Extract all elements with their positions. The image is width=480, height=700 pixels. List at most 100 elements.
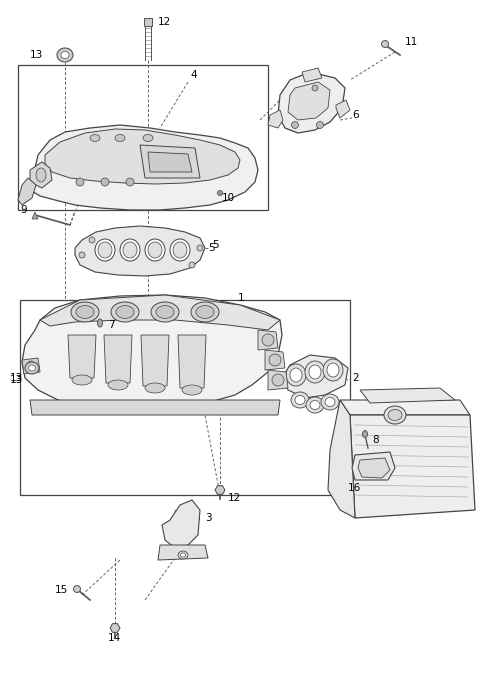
Ellipse shape bbox=[95, 239, 115, 261]
Text: 5: 5 bbox=[212, 240, 218, 250]
Polygon shape bbox=[30, 400, 280, 415]
Polygon shape bbox=[30, 125, 258, 210]
Ellipse shape bbox=[325, 398, 335, 407]
Polygon shape bbox=[141, 335, 169, 386]
Polygon shape bbox=[352, 452, 395, 480]
Text: 8: 8 bbox=[372, 435, 379, 445]
Ellipse shape bbox=[71, 302, 99, 322]
Ellipse shape bbox=[145, 239, 165, 261]
Ellipse shape bbox=[111, 302, 139, 322]
Ellipse shape bbox=[305, 361, 325, 383]
Ellipse shape bbox=[291, 392, 309, 408]
Polygon shape bbox=[140, 145, 200, 178]
Text: 5: 5 bbox=[208, 243, 215, 253]
Ellipse shape bbox=[72, 375, 92, 385]
Ellipse shape bbox=[120, 239, 140, 261]
Ellipse shape bbox=[79, 252, 85, 258]
Ellipse shape bbox=[101, 178, 109, 186]
Text: 10: 10 bbox=[222, 193, 235, 203]
Text: 4: 4 bbox=[190, 70, 197, 80]
Polygon shape bbox=[215, 486, 225, 494]
Ellipse shape bbox=[321, 394, 339, 410]
Ellipse shape bbox=[73, 585, 81, 592]
Ellipse shape bbox=[27, 361, 35, 371]
Ellipse shape bbox=[312, 85, 318, 91]
Ellipse shape bbox=[262, 334, 274, 346]
Ellipse shape bbox=[272, 374, 284, 386]
Text: 12: 12 bbox=[228, 493, 241, 503]
Polygon shape bbox=[268, 370, 288, 390]
Ellipse shape bbox=[151, 302, 179, 322]
Ellipse shape bbox=[108, 380, 128, 390]
Ellipse shape bbox=[61, 52, 69, 59]
Polygon shape bbox=[302, 68, 322, 82]
Ellipse shape bbox=[126, 178, 134, 186]
Ellipse shape bbox=[76, 305, 94, 318]
Ellipse shape bbox=[98, 242, 112, 258]
Polygon shape bbox=[178, 335, 206, 388]
Text: 12: 12 bbox=[158, 17, 171, 27]
Ellipse shape bbox=[89, 237, 95, 243]
Ellipse shape bbox=[295, 395, 305, 405]
Polygon shape bbox=[350, 415, 475, 518]
Text: 7: 7 bbox=[108, 320, 115, 330]
Ellipse shape bbox=[145, 383, 165, 393]
Ellipse shape bbox=[291, 122, 299, 129]
Text: 6: 6 bbox=[352, 110, 359, 120]
Ellipse shape bbox=[90, 134, 100, 141]
Ellipse shape bbox=[217, 190, 223, 195]
Polygon shape bbox=[32, 212, 38, 219]
Ellipse shape bbox=[191, 302, 219, 322]
Polygon shape bbox=[278, 72, 345, 133]
Ellipse shape bbox=[25, 362, 39, 374]
Polygon shape bbox=[288, 82, 330, 120]
Ellipse shape bbox=[197, 245, 203, 251]
Ellipse shape bbox=[382, 41, 388, 48]
Ellipse shape bbox=[323, 359, 343, 381]
Polygon shape bbox=[340, 400, 470, 415]
Polygon shape bbox=[104, 335, 132, 383]
Ellipse shape bbox=[362, 430, 368, 438]
Ellipse shape bbox=[388, 410, 402, 421]
Ellipse shape bbox=[180, 553, 185, 557]
Bar bbox=[18, 65, 268, 210]
Ellipse shape bbox=[28, 365, 36, 371]
Ellipse shape bbox=[36, 168, 46, 182]
Polygon shape bbox=[358, 458, 390, 478]
Polygon shape bbox=[265, 350, 285, 370]
Text: 13: 13 bbox=[30, 50, 43, 60]
Bar bbox=[20, 300, 350, 495]
Polygon shape bbox=[18, 178, 36, 205]
Ellipse shape bbox=[269, 354, 281, 366]
Ellipse shape bbox=[156, 305, 174, 318]
Text: 13: 13 bbox=[10, 373, 23, 383]
Polygon shape bbox=[30, 162, 52, 188]
Polygon shape bbox=[22, 358, 40, 374]
Text: 16: 16 bbox=[348, 483, 361, 493]
Ellipse shape bbox=[309, 365, 321, 379]
Text: 1: 1 bbox=[238, 293, 245, 303]
Polygon shape bbox=[328, 400, 355, 518]
Ellipse shape bbox=[57, 48, 73, 62]
Polygon shape bbox=[268, 110, 283, 128]
Ellipse shape bbox=[123, 242, 137, 258]
Ellipse shape bbox=[115, 134, 125, 141]
Polygon shape bbox=[282, 355, 348, 398]
Polygon shape bbox=[75, 226, 205, 276]
Ellipse shape bbox=[306, 397, 324, 413]
Text: 2: 2 bbox=[352, 373, 359, 383]
Ellipse shape bbox=[182, 385, 202, 395]
Ellipse shape bbox=[286, 364, 306, 386]
Text: 9: 9 bbox=[20, 205, 26, 215]
Polygon shape bbox=[336, 100, 350, 118]
Ellipse shape bbox=[116, 305, 134, 318]
Ellipse shape bbox=[173, 242, 187, 258]
Ellipse shape bbox=[310, 400, 320, 410]
Text: 11: 11 bbox=[405, 37, 418, 47]
Polygon shape bbox=[360, 388, 455, 403]
Ellipse shape bbox=[29, 363, 33, 368]
Ellipse shape bbox=[189, 262, 195, 268]
Text: 14: 14 bbox=[108, 633, 121, 643]
Polygon shape bbox=[110, 624, 120, 632]
Ellipse shape bbox=[316, 122, 324, 129]
